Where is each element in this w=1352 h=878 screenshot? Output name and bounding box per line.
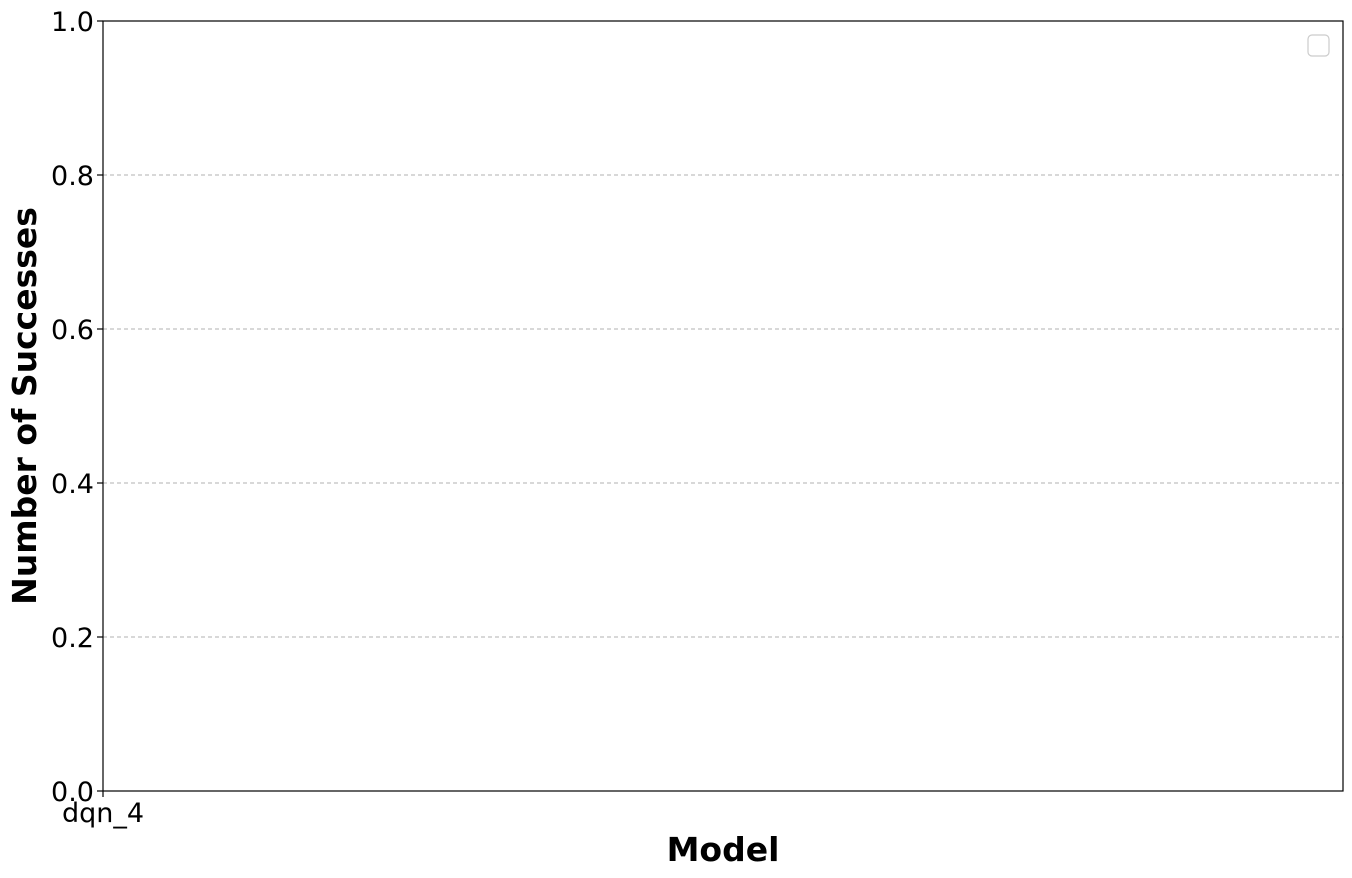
- legend: [1307, 34, 1330, 57]
- y-tick-label: 0.4: [51, 469, 94, 500]
- y-tick-label: 0.2: [51, 623, 94, 654]
- y-tick-label: 0.8: [51, 161, 94, 192]
- x-tick-label: dqn_4: [62, 798, 144, 829]
- x-axis-label: Model: [667, 830, 780, 869]
- legend-box: [1307, 34, 1330, 57]
- x-axis-ticks: dqn_4: [62, 791, 144, 829]
- y-axis-label: Number of Successes: [5, 207, 44, 605]
- y-tick-label: 1.0: [51, 7, 94, 38]
- y-tick-label: 0.6: [51, 315, 94, 346]
- y-axis-ticks: 0.0 0.2 0.4 0.6 0.8 1.0: [51, 7, 103, 808]
- plot-frame: [102, 20, 1344, 792]
- y-tick-label: 0.0: [51, 777, 94, 808]
- y-gridlines: [103, 174, 1343, 638]
